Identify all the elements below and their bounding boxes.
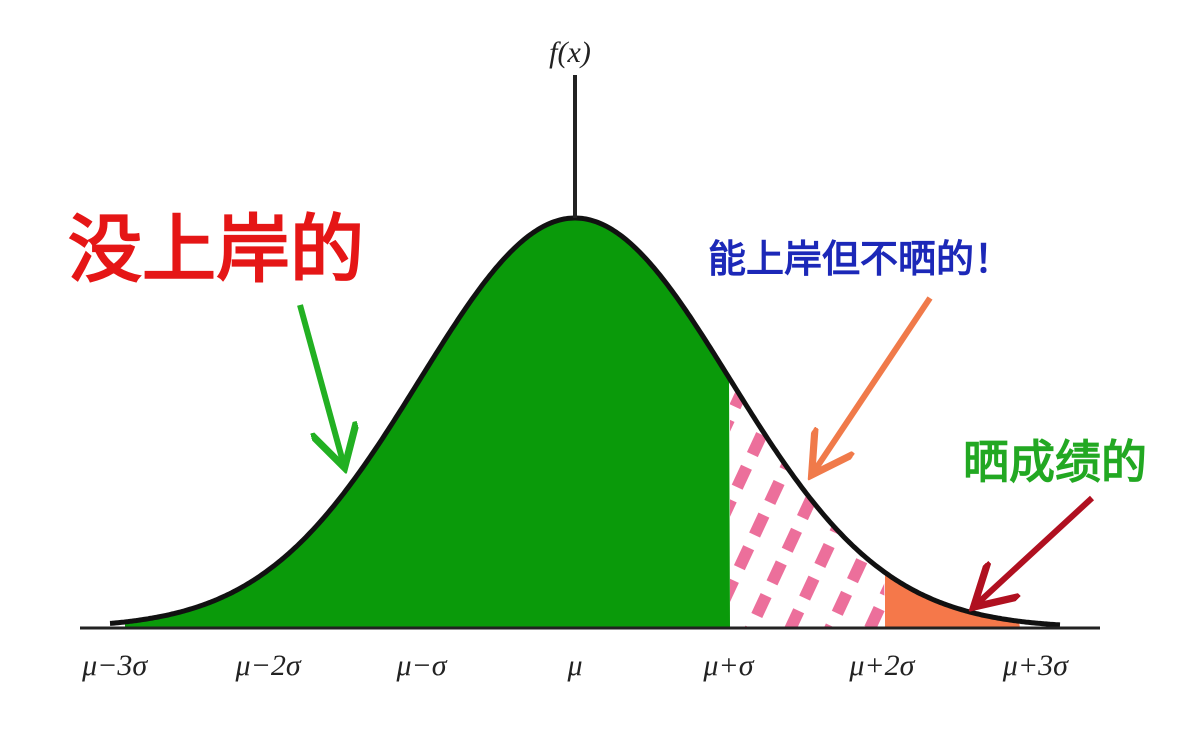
arrow <box>297 304 343 462</box>
x-label: μ+σ <box>702 649 754 682</box>
annotation: 能上岸但不晒的！ <box>708 237 1012 281</box>
annotation: 没上岸的 <box>68 207 364 293</box>
curve <box>109 215 1061 628</box>
area-below <box>125 218 730 628</box>
x-label: μ+3σ <box>1002 649 1069 682</box>
x-label: μ−2σ <box>235 649 302 682</box>
arrow <box>978 495 1095 603</box>
x-label: μ+2σ <box>848 649 915 682</box>
curve-areas <box>109 215 1061 628</box>
x-label: μ−3σ <box>81 649 148 682</box>
axis-title: f(x) <box>549 36 591 69</box>
arrow <box>815 296 933 470</box>
x-label: μ−σ <box>395 649 447 682</box>
annotation: 晒成绩的 <box>963 435 1147 489</box>
area-top <box>885 572 1020 628</box>
x-label: μ <box>566 649 582 682</box>
